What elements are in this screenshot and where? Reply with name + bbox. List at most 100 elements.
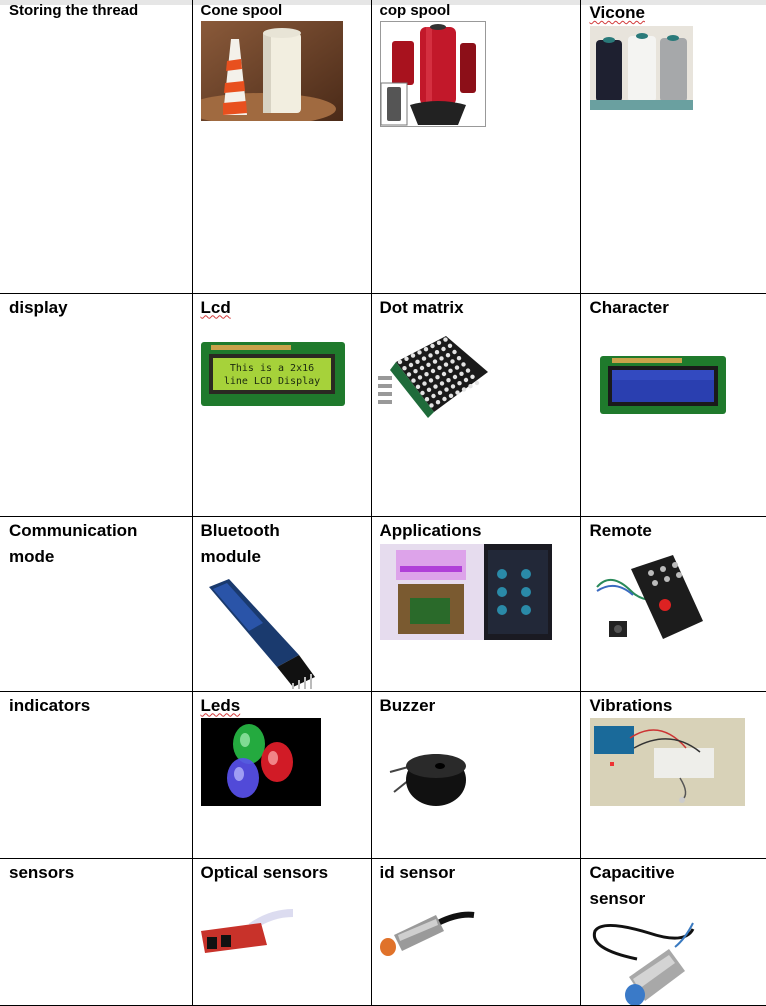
matrix-led-dot: [433, 384, 437, 388]
matrix-led-dot: [455, 390, 459, 394]
matrix-led-dot: [442, 396, 446, 400]
matrix-led-dot: [463, 377, 467, 381]
category-label: sensors: [9, 860, 192, 886]
matrix-led-dot: [411, 378, 415, 382]
category-label: display: [9, 295, 192, 321]
item-cell: Dot matrix: [371, 293, 580, 516]
category-cell: Communication mode: [0, 516, 192, 691]
matrix-led-dot: [439, 356, 443, 360]
item-cell: Buzzer: [371, 691, 580, 858]
item-cell: Character: [580, 293, 766, 516]
category-label: indicators: [9, 693, 192, 719]
item-label: Applications: [380, 518, 580, 544]
item-cell: Vicone: [580, 0, 766, 293]
lcd-screen-line-2: line LCD Display: [223, 376, 319, 387]
matrix-led-dot: [444, 387, 448, 391]
matrix-led-dot: [424, 372, 428, 376]
category-cell: indicators: [0, 691, 192, 858]
table-row: sensors Optical sensors id sensor: [0, 858, 766, 1005]
matrix-led-dot: [446, 378, 450, 382]
item-cell: Leds: [192, 691, 371, 858]
item-label: Capacitive sensor: [590, 860, 720, 912]
matrix-led-dot: [410, 353, 414, 357]
item-cell: Remote: [580, 516, 766, 691]
item-cell: Applications: [371, 516, 580, 691]
item-cell: Optical sensors: [192, 858, 371, 1005]
matrix-led-dot: [450, 384, 454, 388]
item-cell: Cone spool: [192, 0, 371, 293]
category-label: Storing the thread: [9, 0, 192, 22]
item-cell: Lcd This is a 2x16 line LCD Display: [192, 293, 371, 516]
matrix-led-dot: [432, 359, 436, 363]
matrix-led-dot: [448, 368, 452, 372]
matrix-led-dot: [447, 343, 451, 347]
matrix-led-dot: [445, 353, 449, 357]
item-cell: id sensor: [371, 858, 580, 1005]
lcd-screen-line-1: This is a 2x16: [229, 363, 313, 374]
matrix-led-dot: [431, 393, 435, 397]
table-row: indicators Leds Buzzer: [0, 691, 766, 858]
app-led-control-image: [380, 544, 552, 640]
item-cell: Capacitive sensor: [580, 858, 766, 1005]
matrix-led-dot: [422, 381, 426, 385]
matrix-led-dot: [423, 347, 427, 351]
matrix-led-dot: [417, 375, 421, 379]
matrix-led-dot: [406, 372, 410, 376]
item-cell: Bluetooth module: [192, 516, 371, 691]
item-label: Lcd: [201, 295, 371, 321]
matrix-led-dot: [450, 359, 454, 363]
capacitive-sensor-image: [589, 919, 697, 1006]
vicone-spool-image: [590, 26, 693, 110]
matrix-led-dot: [415, 384, 419, 388]
item-label: Bluetooth module: [201, 518, 341, 570]
matrix-led-dot: [448, 393, 452, 397]
item-label: Buzzer: [380, 693, 580, 719]
matrix-led-dot: [424, 397, 428, 401]
item-label: Character: [590, 295, 766, 321]
matrix-led-dot: [428, 378, 432, 382]
matrix-led-dot: [426, 362, 430, 366]
matrix-led-dot: [404, 356, 408, 360]
matrix-led-dot: [452, 349, 456, 353]
category-cell: sensors: [0, 858, 192, 1005]
category-cell: display: [0, 293, 192, 516]
matrix-led-dot: [397, 359, 401, 363]
matrix-led-dot: [421, 356, 425, 360]
table-row: display Lcd This is a 2x16 line LCD Disp…: [0, 293, 766, 516]
matrix-led-dot: [454, 365, 458, 369]
matrix-led-dot: [468, 384, 472, 388]
item-cell: cop spool: [371, 0, 580, 293]
dot-matrix-image: [376, 332, 492, 422]
matrix-led-dot: [457, 381, 461, 385]
matrix-led-dot: [461, 362, 465, 366]
matrix-led-dot: [461, 387, 465, 391]
matrix-led-dot: [437, 390, 441, 394]
matrix-led-dot: [435, 400, 439, 404]
item-label: Leds: [201, 693, 371, 719]
matrix-led-dot: [415, 359, 419, 363]
matrix-led-dot: [443, 362, 447, 366]
matrix-led-dot: [474, 380, 478, 384]
item-label: Vibrations: [590, 693, 766, 719]
character-lcd-image: [600, 356, 726, 414]
matrix-led-dot: [441, 346, 445, 350]
item-cell: Vibrations: [580, 691, 766, 858]
item-label: Dot matrix: [380, 295, 580, 321]
bluetooth-module-image: [203, 579, 323, 689]
matrix-led-dot: [413, 369, 417, 373]
matrix-led-dot: [434, 350, 438, 354]
matrix-led-dot: [408, 362, 412, 366]
optical-sensor-image: [201, 909, 295, 979]
table-row: Communication mode Bluetooth module Appl…: [0, 516, 766, 691]
item-label: Vicone: [590, 0, 766, 26]
matrix-led-dot: [420, 390, 424, 394]
matrix-led-dot: [402, 366, 406, 370]
matrix-led-dot: [436, 340, 440, 344]
cone-spool-image: [201, 21, 343, 121]
matrix-led-dot: [452, 374, 456, 378]
item-label: cop spool: [380, 0, 580, 22]
vibration-circuit-image: [590, 718, 745, 806]
matrix-led-dot: [456, 356, 460, 360]
matrix-led-dot: [430, 368, 434, 372]
